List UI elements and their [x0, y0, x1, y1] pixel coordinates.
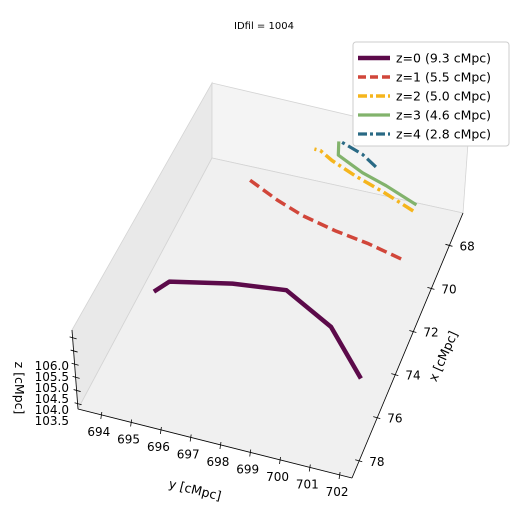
y-tick-label: 699 — [236, 463, 259, 477]
legend-entries: z=0 (9.3 cMpc) z=1 (5.5 cMpc) z=2 (5.0 cMp… — [358, 51, 491, 142]
z-tick-mark — [72, 376, 80, 379]
z-axis-label: z [cMpc] — [12, 362, 27, 415]
x-tick-label: 76 — [387, 412, 402, 426]
series-line-z1 — [246, 177, 402, 261]
y-tick-mark — [100, 411, 103, 420]
z-tick-mark — [70, 349, 78, 353]
x-tick-label: 78 — [369, 455, 384, 469]
x-tick-label: 72 — [423, 325, 438, 339]
z-tick-label: 105.5 — [35, 370, 69, 384]
y-tick-label: 697 — [177, 448, 200, 462]
y-tick-mark — [159, 426, 162, 435]
y-tick-mark — [249, 449, 252, 457]
y-tick-label: 701 — [296, 478, 319, 492]
x-tick-label: 68 — [459, 239, 474, 253]
z-tick-mark — [73, 389, 81, 392]
x-tick-label: 70 — [441, 282, 456, 296]
z-tick-mark — [71, 362, 79, 366]
y-tick-mark — [130, 419, 133, 427]
x-axis-ticks: 68 70 72 74 76 78 — [355, 239, 475, 469]
y-axis-label: y [cMpc] — [167, 476, 223, 504]
series-line-z0 — [152, 279, 363, 380]
y-tick-mark — [189, 434, 192, 442]
y-tick-label: 700 — [266, 470, 289, 484]
legend-label: z=3 (4.6 cMpc) — [396, 108, 491, 123]
legend-label: z=2 (5.0 cMpc) — [396, 89, 491, 104]
chart-title: IDfil = 1004 — [234, 21, 294, 32]
z-tick-label: 104.5 — [35, 392, 69, 406]
legend: z=0 (9.3 cMpc) z=1 (5.5 cMpc) z=2 (5.0 cMp… — [352, 41, 510, 147]
y-tick-mark — [308, 464, 311, 472]
y-tick-mark — [279, 456, 281, 465]
z-tick-label: 104.0 — [35, 403, 69, 417]
y-axis-ticks: 694 695 696 697 698 699 700 701 702 — [87, 411, 349, 499]
legend-label: z=0 (9.3 cMpc) — [396, 51, 491, 66]
z-tick-mark — [74, 402, 82, 406]
series-line-z4 — [340, 140, 377, 169]
y-tick-mark — [338, 471, 341, 480]
y-tick-label: 694 — [87, 425, 110, 439]
x-tick-mark — [373, 416, 381, 420]
x-axis-line — [351, 212, 464, 479]
z-tick-mark — [69, 336, 77, 340]
z-tick-label: 103.5 — [35, 414, 69, 428]
y-tick-label: 702 — [326, 485, 349, 499]
series-line-z2 — [313, 147, 415, 213]
y-tick-label: 698 — [207, 455, 230, 469]
z-tick-label: 106.0 — [35, 359, 69, 373]
z-tick-label: 105.0 — [35, 381, 69, 395]
y-axis-line — [77, 408, 353, 479]
series-line-z3 — [336, 141, 418, 207]
x-tick-mark — [427, 287, 435, 290]
y-tick-label: 696 — [147, 440, 170, 454]
legend-frame — [352, 41, 510, 147]
x-tick-label: 74 — [405, 369, 420, 383]
x-tick-mark — [355, 459, 363, 463]
y-tick-label: 695 — [117, 433, 140, 447]
x-tick-mark — [445, 243, 453, 247]
y-tick-mark — [219, 441, 222, 450]
data-series — [152, 140, 418, 380]
x-tick-mark — [391, 373, 399, 376]
x-tick-mark — [409, 330, 417, 333]
z-axis-line — [71, 329, 79, 410]
legend-label: z=1 (5.5 cMpc) — [396, 70, 491, 85]
legend-label: z=4 (2.8 cMpc) — [396, 127, 491, 142]
